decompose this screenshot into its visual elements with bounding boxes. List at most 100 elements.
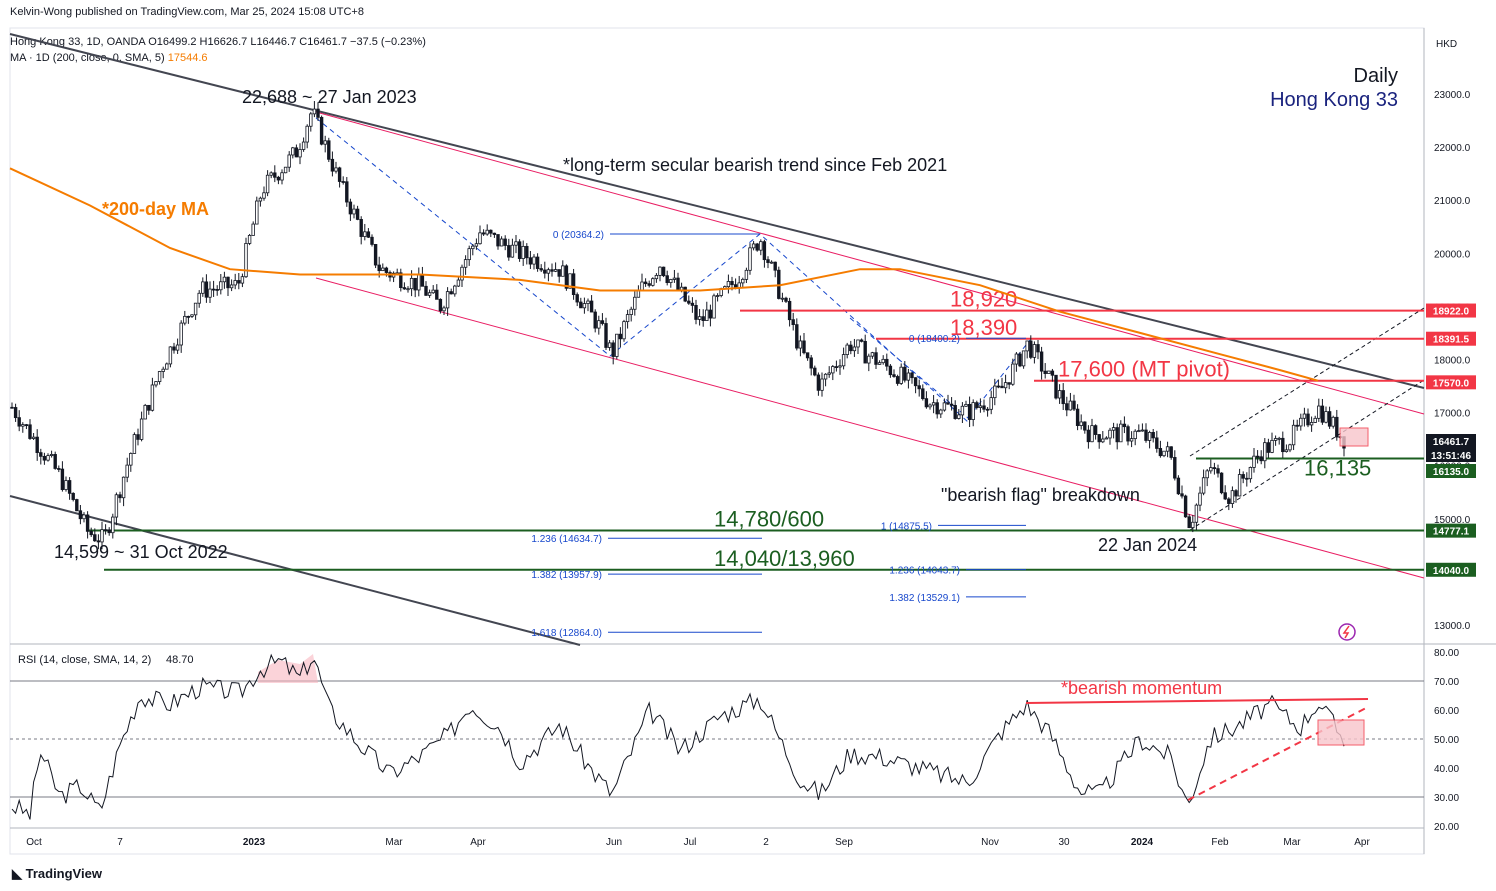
candle-body[interactable] bbox=[258, 197, 263, 202]
candle-body[interactable] bbox=[960, 405, 965, 416]
candle-body[interactable] bbox=[1306, 413, 1310, 426]
candle-body[interactable] bbox=[1065, 403, 1069, 411]
candle-body[interactable] bbox=[233, 280, 237, 286]
rsi-axis[interactable]: 80.00 70.00 60.00 50.00 40.00 30.00 20.00 bbox=[1434, 648, 1459, 833]
candle-body[interactable] bbox=[168, 346, 173, 365]
candle-body[interactable] bbox=[1011, 363, 1015, 385]
candle-body[interactable] bbox=[413, 277, 417, 291]
candle-body[interactable] bbox=[273, 172, 277, 178]
candle-body[interactable] bbox=[1104, 437, 1109, 440]
candle-body[interactable] bbox=[1223, 492, 1227, 500]
candle-body[interactable] bbox=[226, 276, 230, 289]
candle-body[interactable] bbox=[1155, 437, 1159, 449]
channel-upper-line[interactable] bbox=[315, 111, 1425, 415]
candle-body[interactable] bbox=[71, 492, 75, 500]
candle-body[interactable] bbox=[31, 436, 36, 439]
candle-body[interactable] bbox=[186, 315, 191, 318]
candle-body[interactable] bbox=[1219, 472, 1224, 494]
candle-body[interactable] bbox=[874, 352, 878, 365]
candle-body[interactable] bbox=[46, 455, 50, 461]
candle-body[interactable] bbox=[744, 269, 749, 280]
candle-body[interactable] bbox=[640, 281, 644, 291]
candle-body[interactable] bbox=[1281, 437, 1285, 453]
candle-body[interactable] bbox=[809, 357, 813, 369]
horizontal-levels[interactable]: 18,920 18,390 17,600 (MT pivot) 16,135 14,78… bbox=[86, 287, 1424, 571]
fib-extension-path[interactable] bbox=[315, 117, 969, 423]
candle-body[interactable] bbox=[136, 434, 140, 440]
candle-body[interactable] bbox=[1284, 449, 1289, 453]
candle-body[interactable] bbox=[571, 273, 576, 296]
candle-body[interactable] bbox=[348, 201, 353, 215]
candle-body[interactable] bbox=[633, 296, 637, 310]
lightning-icon[interactable] bbox=[1338, 623, 1356, 641]
candle-body[interactable] bbox=[283, 166, 288, 174]
candle-body[interactable] bbox=[1335, 416, 1339, 438]
candle-body[interactable] bbox=[989, 397, 993, 410]
candle-body[interactable] bbox=[312, 108, 317, 115]
candle-body[interactable] bbox=[341, 181, 345, 183]
candle-body[interactable] bbox=[881, 358, 885, 364]
candle-body[interactable] bbox=[384, 267, 389, 273]
candle-body[interactable] bbox=[661, 266, 666, 277]
candle-body[interactable] bbox=[600, 320, 605, 324]
candle-body[interactable] bbox=[618, 333, 623, 340]
candle-body[interactable] bbox=[355, 208, 360, 220]
candle-body[interactable] bbox=[611, 342, 615, 357]
candle-body[interactable] bbox=[35, 436, 39, 454]
candle-body[interactable] bbox=[751, 243, 756, 249]
candle-body[interactable] bbox=[478, 232, 482, 245]
candle-body[interactable] bbox=[64, 480, 68, 490]
candle-body[interactable] bbox=[424, 285, 428, 296]
candle-body[interactable] bbox=[327, 140, 331, 160]
candle-body[interactable] bbox=[309, 113, 313, 127]
candle-body[interactable] bbox=[431, 289, 435, 294]
candle-body[interactable] bbox=[118, 494, 122, 499]
candle-body[interactable] bbox=[687, 300, 691, 304]
currency-label[interactable]: HKD bbox=[1436, 39, 1457, 50]
candle-body[interactable] bbox=[1263, 442, 1267, 462]
candle-body[interactable] bbox=[1324, 411, 1328, 423]
candle-body[interactable] bbox=[28, 424, 32, 439]
price-tag-bg[interactable] bbox=[1426, 562, 1476, 577]
candle-body[interactable] bbox=[1230, 490, 1235, 504]
candle-body[interactable] bbox=[978, 405, 983, 408]
candle-body[interactable] bbox=[319, 116, 324, 145]
candle-body[interactable] bbox=[780, 297, 785, 300]
candle-body[interactable] bbox=[1169, 446, 1173, 458]
candle-body[interactable] bbox=[147, 404, 151, 411]
candle-body[interactable] bbox=[1021, 350, 1026, 367]
candle-body[interactable] bbox=[1180, 493, 1184, 497]
candle-body[interactable] bbox=[1198, 492, 1202, 506]
candle-body[interactable] bbox=[582, 303, 587, 309]
candle-body[interactable] bbox=[132, 434, 137, 454]
candle-body[interactable] bbox=[161, 368, 165, 372]
candle-body[interactable] bbox=[949, 403, 954, 406]
candle-body[interactable] bbox=[1216, 468, 1220, 474]
candle-body[interactable] bbox=[53, 454, 57, 469]
time-axis[interactable]: Oct 7 2023 Mar Apr Jun Jul 2 Sep Nov 30 2024 Feb Mar A… bbox=[26, 837, 1370, 848]
price-highlight-box[interactable] bbox=[1339, 427, 1369, 447]
candle-body[interactable] bbox=[1259, 456, 1263, 462]
candle-body[interactable] bbox=[57, 468, 61, 470]
candle-body[interactable] bbox=[215, 289, 219, 291]
candle-body[interactable] bbox=[647, 283, 651, 286]
candle-body[interactable] bbox=[190, 314, 194, 317]
candle-body[interactable] bbox=[701, 316, 705, 321]
candle-body[interactable] bbox=[1068, 400, 1073, 411]
candle-body[interactable] bbox=[802, 340, 806, 354]
candle-body[interactable] bbox=[175, 344, 180, 351]
candle-body[interactable] bbox=[885, 358, 889, 367]
candle-body[interactable] bbox=[543, 269, 547, 274]
candle-body[interactable] bbox=[442, 307, 446, 312]
candle-body[interactable] bbox=[1331, 416, 1335, 427]
candle-body[interactable] bbox=[953, 405, 957, 419]
candle-body[interactable] bbox=[1237, 474, 1242, 497]
candle-body[interactable] bbox=[129, 453, 133, 466]
candle-body[interactable] bbox=[514, 241, 518, 246]
candle-body[interactable] bbox=[1007, 382, 1011, 385]
candle-body[interactable] bbox=[888, 365, 893, 376]
candle-body[interactable] bbox=[784, 297, 788, 302]
candle-body[interactable] bbox=[917, 385, 921, 390]
candle-body[interactable] bbox=[1097, 434, 1101, 443]
